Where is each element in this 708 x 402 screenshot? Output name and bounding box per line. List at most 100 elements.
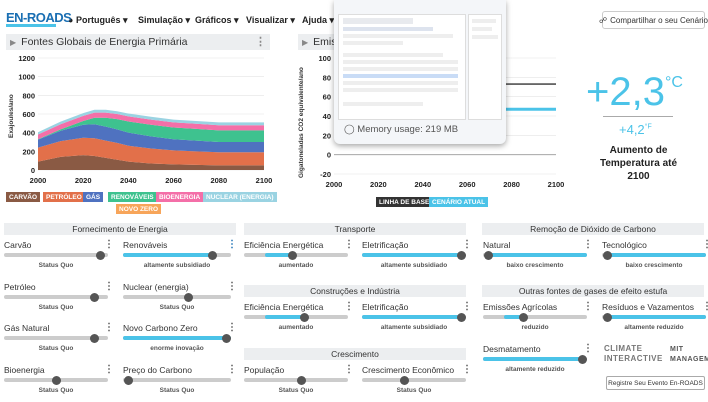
legend-item-4[interactable]: BIOENERGIA xyxy=(156,192,204,202)
slider-handle[interactable] xyxy=(297,376,307,385)
menu-simulacao[interactable]: Simulação ▾ xyxy=(138,15,191,25)
slider-menu-icon[interactable]: ⋮ xyxy=(104,322,114,333)
slider-status: baixo crescimento xyxy=(625,262,683,269)
slider-menu-icon[interactable]: ⋮ xyxy=(702,239,708,250)
slider-menu-icon[interactable]: ⋮ xyxy=(227,239,237,250)
slider-handle[interactable] xyxy=(207,251,217,260)
menu-visualizar[interactable]: Visualizar ▾ xyxy=(246,15,295,25)
slider-novozero: Novo Carbono Zero ⋮ enorme inovação xyxy=(123,322,237,355)
expand-triangle-icon[interactable]: ▶ xyxy=(302,37,309,47)
slider-menu-icon[interactable]: ⋮ xyxy=(104,364,114,375)
slider-handle[interactable] xyxy=(222,334,231,343)
slider-menu-icon[interactable]: ⋮ xyxy=(104,281,114,292)
legend-item-5[interactable]: NUCLEAR (ENERGIA) xyxy=(203,192,277,202)
menu-ajuda[interactable]: Ajuda ▾ xyxy=(302,15,335,25)
mit-management-logo[interactable]: MIT MANAGEMENT xyxy=(670,346,708,363)
x-tick-label: 2100 xyxy=(548,180,565,189)
climate-interactive-logo[interactable]: CLIMATE INTERACTIVE xyxy=(604,344,663,363)
slider-natural: Natural ⋮ baixo crescimento xyxy=(483,239,593,272)
x-tick-label: 2000 xyxy=(326,180,343,189)
slider-menu-icon[interactable]: ⋮ xyxy=(583,239,593,250)
slider-menu-icon[interactable]: ⋮ xyxy=(344,364,354,375)
legend-item-1[interactable]: PETRÓLEO xyxy=(43,192,85,202)
y-tick-label: 1200 xyxy=(18,54,35,63)
slider-menu-icon[interactable]: ⋮ xyxy=(104,239,114,250)
slider-menu-icon[interactable]: ⋮ xyxy=(583,343,593,354)
slider-menu-icon[interactable]: ⋮ xyxy=(583,301,593,312)
slider-handle[interactable] xyxy=(484,251,494,260)
slider-handle[interactable] xyxy=(457,251,466,260)
legend-item-1[interactable]: CENÁRIO ATUAL xyxy=(429,197,489,207)
x-tick-label: 2020 xyxy=(370,180,387,189)
slider-handle[interactable] xyxy=(300,313,310,322)
left-chart-menu-icon[interactable]: ⋮ xyxy=(255,36,266,48)
slider-track[interactable] xyxy=(123,295,231,299)
x-tick-label: 2020 xyxy=(75,176,92,185)
left-chart-title: Fontes Globais de Energia Primária xyxy=(21,36,188,48)
slider-handle[interactable] xyxy=(90,293,100,302)
slider-track[interactable] xyxy=(362,378,466,382)
popup-preview-main xyxy=(338,14,466,120)
slider-handle[interactable] xyxy=(124,376,134,385)
slider-handle[interactable] xyxy=(399,376,409,385)
slider-handle[interactable] xyxy=(52,376,61,385)
slider-menu-icon[interactable]: ⋮ xyxy=(462,239,472,250)
x-tick-label: 2100 xyxy=(256,176,273,185)
register-event-button[interactable]: Registre Seu Evento En-ROADS xyxy=(606,376,705,390)
area-series-petr-leo xyxy=(38,137,264,166)
slider-menu-icon[interactable]: ⋮ xyxy=(344,301,354,312)
menu-graficos[interactable]: Gráficos ▾ xyxy=(195,15,239,25)
section-other-gases: Outras fontes de gases de efeito estufa xyxy=(482,285,704,297)
slider-track[interactable] xyxy=(483,315,587,319)
y-tick-label: 800 xyxy=(22,91,35,100)
slider-status: Status Quo xyxy=(278,387,314,394)
slider-menu-icon[interactable]: ⋮ xyxy=(462,364,472,375)
popup-preview-side xyxy=(468,14,502,120)
slider-handle[interactable] xyxy=(518,313,528,322)
slider-handle[interactable] xyxy=(287,251,297,260)
slider-handle[interactable] xyxy=(90,334,100,343)
slider-menu-icon[interactable]: ⋮ xyxy=(227,322,237,333)
slider-track[interactable] xyxy=(4,295,108,299)
slider-track[interactable] xyxy=(4,253,108,257)
x-tick-label: 2080 xyxy=(503,180,520,189)
slider-track[interactable] xyxy=(123,378,231,382)
slider-handle[interactable] xyxy=(603,313,613,322)
app-logo[interactable]: EN-ROADS xyxy=(6,10,72,25)
slider-menu-icon[interactable]: ⋮ xyxy=(227,364,237,375)
slider-status: Status Quo xyxy=(159,387,195,394)
legend-item-6[interactable]: NOVO ZERO xyxy=(116,204,162,214)
slider-handle[interactable] xyxy=(578,355,587,364)
slider-track[interactable] xyxy=(4,336,108,340)
temperature-caption: Aumento de Temperatura até 2100 xyxy=(599,145,678,182)
slider-status: Status Quo xyxy=(396,387,432,394)
slider-menu-icon[interactable]: ⋮ xyxy=(462,301,472,312)
slider-handle[interactable] xyxy=(95,251,105,260)
slider-eletr_transp: Eletrificação ⋮ altamente subsidiado xyxy=(362,239,472,272)
legend-item-2[interactable]: GÁS xyxy=(83,192,104,202)
legend-item-0[interactable]: LINHA DE BASE xyxy=(376,197,433,207)
slider-handle[interactable] xyxy=(603,251,613,260)
slider-handle[interactable] xyxy=(183,293,193,302)
slider-label: Eficiência Energética xyxy=(244,240,324,250)
y-tick-label: 60 xyxy=(323,93,331,102)
temperature-fahrenheit: +4,2°F xyxy=(619,122,652,137)
slider-menu-icon[interactable]: ⋮ xyxy=(227,281,237,292)
share-button[interactable]: ☍ Compartilhar o seu Cenário xyxy=(599,11,708,29)
slider-status: Status Quo xyxy=(38,345,74,352)
slider-menu-icon[interactable]: ⋮ xyxy=(702,301,708,312)
expand-triangle-icon[interactable]: ▶ xyxy=(10,37,17,47)
legend-item-0[interactable]: CARVÃO xyxy=(6,192,41,202)
tab-preview-popup[interactable]: ◯ Memory usage: 219 MB xyxy=(334,0,506,144)
slider-label: Novo Carbono Zero xyxy=(123,323,198,333)
slider-fill xyxy=(123,253,212,257)
slider-status: aumentado xyxy=(278,324,314,331)
slider-label: Tecnológico xyxy=(602,240,647,250)
slider-status: baixo crescimento xyxy=(506,262,564,269)
slider-menu-icon[interactable]: ⋮ xyxy=(344,239,354,250)
legend-item-3[interactable]: RENOVÁVEIS xyxy=(108,192,157,202)
slider-handle[interactable] xyxy=(457,313,466,322)
language-menu[interactable]: ◕ Português ▾ xyxy=(68,15,128,25)
slider-label: Natural xyxy=(483,240,511,250)
slider-track[interactable] xyxy=(244,378,348,382)
